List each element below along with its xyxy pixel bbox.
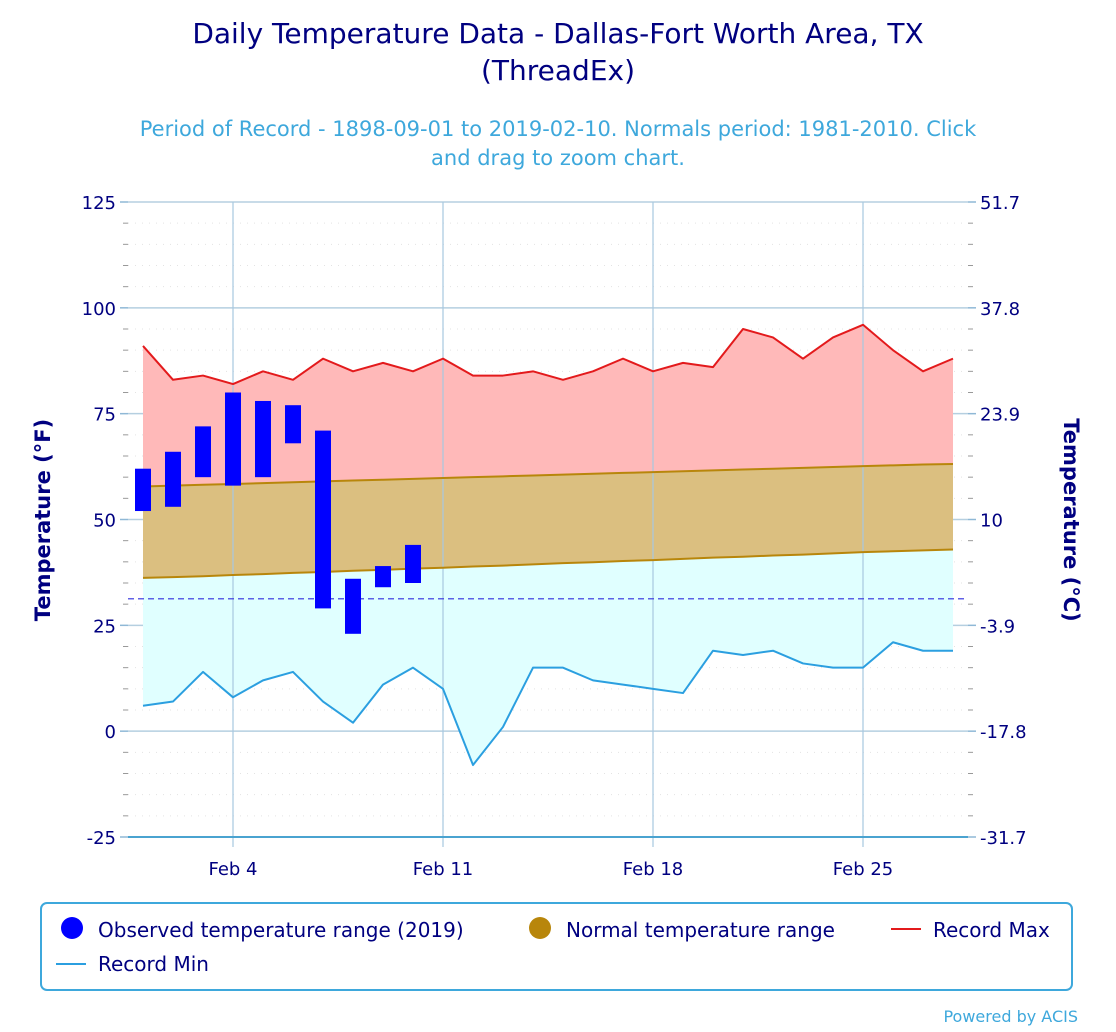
record-max-line — [142, 323, 954, 386]
y-tick-label-left: -25 — [87, 828, 116, 849]
y-tick-label-right: 51.7 — [980, 193, 1020, 214]
credit-link[interactable]: Powered by ACIS — [943, 1007, 1078, 1026]
record-max-area — [143, 324, 953, 487]
observed-range-bar — [225, 392, 241, 486]
y-tick-label-right: -31.7 — [980, 828, 1027, 849]
observed-range-bar — [285, 405, 301, 444]
observed-range-bar — [195, 426, 211, 478]
y-tick-label-right: 10 — [980, 511, 1003, 532]
observed-legend-marker-icon — [61, 917, 83, 939]
y-tick-label-left: 125 — [82, 193, 116, 214]
legend-label-observed: Observed temperature range (2019) — [98, 918, 464, 942]
y-axis-title-right: Temperature (°C) — [1059, 418, 1083, 621]
y-tick-label-left: 50 — [93, 511, 116, 532]
y-tick-label-right: 37.8 — [980, 299, 1020, 320]
line-series — [128, 323, 965, 767]
legend-label-record-max: Record Max — [933, 918, 1050, 942]
vertical-grid — [232, 202, 864, 847]
legend-item-record-max[interactable]: Record Max — [891, 918, 1050, 942]
x-tick-label: Feb 11 — [413, 859, 474, 880]
normal-high-line — [142, 463, 954, 488]
observed-range-bar — [135, 468, 151, 512]
observed-range-bar — [165, 451, 181, 507]
x-tick-label: Feb 25 — [833, 859, 894, 880]
y-tick-label-left: 100 — [82, 299, 116, 320]
record-min-line — [142, 641, 953, 767]
y-tick-label-left: 25 — [93, 616, 116, 637]
observed-range-bar — [315, 430, 331, 609]
normal-range-area — [143, 464, 953, 578]
legend-item-normal[interactable]: Normal temperature range — [529, 917, 835, 942]
chart-title: Daily Temperature Data - Dallas-Fort Wor… — [192, 17, 923, 50]
normal-legend-marker-icon — [529, 917, 551, 939]
normal-low-line — [142, 548, 954, 579]
chart-title-line2: (ThreadEx) — [481, 54, 635, 87]
record-min-area — [143, 549, 953, 766]
chart-subtitle-line2: and drag to zoom chart. — [431, 146, 685, 170]
y-tick-label-right: -17.8 — [980, 722, 1027, 743]
chart-subtitle: Period of Record - 1898-09-01 to 2019-02… — [140, 117, 977, 141]
observed-range-bar — [255, 400, 271, 478]
y-tick-label-left: 0 — [105, 722, 116, 743]
y-tick-label-right: 23.9 — [980, 405, 1020, 426]
legend-item-record-min[interactable]: Record Min — [56, 952, 209, 976]
x-tick-label: Feb 18 — [623, 859, 684, 880]
observed-range-bar — [405, 544, 421, 583]
legend-label-record-min: Record Min — [98, 952, 209, 976]
observed-range-bar — [375, 566, 391, 588]
y-tick-label-left: 75 — [93, 405, 116, 426]
x-tick-label: Feb 4 — [208, 859, 257, 880]
y-tick-label-right: -3.9 — [980, 616, 1015, 637]
observed-range-bar — [345, 578, 361, 634]
y-axis-title-left: Temperature (°F) — [31, 419, 55, 621]
legend: Observed temperature range (2019) Normal… — [40, 902, 1073, 991]
legend-box — [40, 902, 1073, 991]
area-series — [143, 324, 953, 766]
legend-item-observed[interactable]: Observed temperature range (2019) — [61, 917, 464, 942]
observed-bars — [135, 392, 421, 634]
axes: -25 -31.7 0 -17.8 25 -3.9 50 10 75 23.9 100 37.8 125… — [82, 193, 1027, 880]
legend-label-normal: Normal temperature range — [566, 918, 835, 942]
